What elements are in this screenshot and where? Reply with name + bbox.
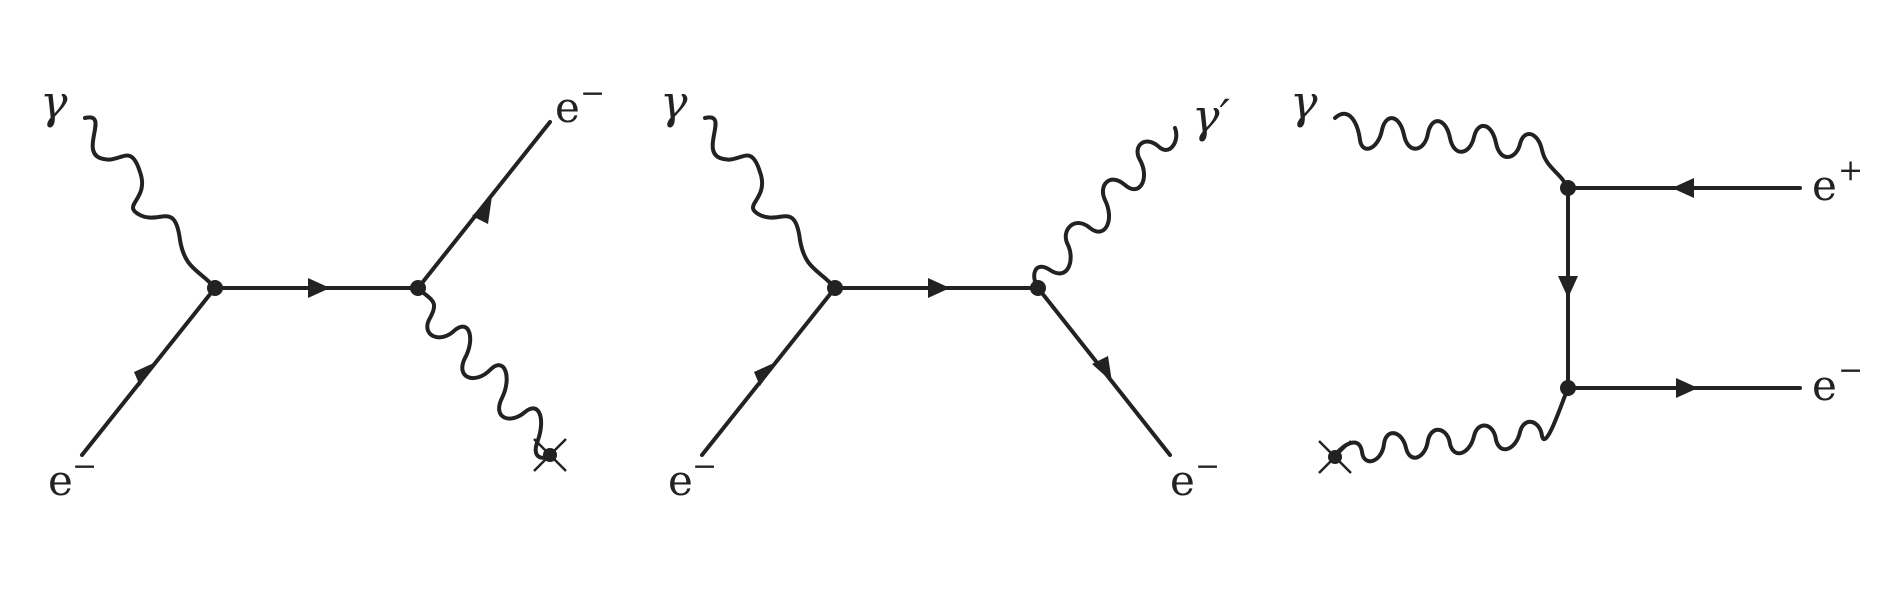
diagram-2-photon-out xyxy=(1032,126,1179,290)
diagram-2-vertex-1 xyxy=(827,280,843,296)
diagram-1-electron-in-arrow xyxy=(134,362,156,386)
diagram-2-electron-out-sup: − xyxy=(1195,449,1220,484)
diagram-2-electron-in-label: e xyxy=(668,456,693,505)
diagram-2: γ γ′ e − e − xyxy=(660,75,1230,505)
diagram-2-electron-in-sup: − xyxy=(692,449,717,484)
diagram-3-photon-label: γ xyxy=(1290,75,1318,129)
diagram-1-vertex-2 xyxy=(410,280,426,296)
diagram-1-photon-nucleus xyxy=(416,286,552,460)
diagram-3-electron-arrow xyxy=(1676,378,1698,398)
diagram-3-positron-label: e xyxy=(1812,161,1837,210)
diagram-2-photon-out-label: γ′ xyxy=(1192,89,1230,143)
diagram-3-vertex-2 xyxy=(1560,380,1576,396)
diagram-2-photon-in-label: γ xyxy=(660,75,688,129)
diagram-1-electron-out-sup: − xyxy=(580,76,605,111)
diagram-1-photon-in xyxy=(83,115,217,290)
diagram-3-vertex-1 xyxy=(1560,180,1576,196)
diagram-1-electron-out-label: e xyxy=(555,83,580,132)
diagram-3: γ e + e − xyxy=(1290,75,1863,474)
diagram-1-nucleus-cross-b xyxy=(533,438,567,472)
diagram-1-electron-in-sup: − xyxy=(72,449,97,484)
diagram-3-internal-arrow xyxy=(1558,276,1578,298)
diagram-3-positron-arrow xyxy=(1672,178,1694,198)
diagram-1-electron-out-arrow xyxy=(472,196,492,224)
diagram-2-electron-in-arrow xyxy=(754,362,776,386)
diagram-1-electron-in-label: e xyxy=(48,456,73,505)
diagram-2-vertex-2 xyxy=(1030,280,1046,296)
diagram-3-photon-in xyxy=(1333,111,1570,190)
diagram-1: γ e − e − xyxy=(40,75,605,505)
diagram-1-photon-label: γ xyxy=(40,75,68,129)
diagram-2-electron-out-arrow xyxy=(1092,356,1112,382)
diagram-1-propagator-arrow xyxy=(308,278,330,298)
diagram-3-positron-sup: + xyxy=(1838,153,1863,188)
diagram-2-electron-out-label: e xyxy=(1170,456,1195,505)
diagram-1-vertex-1 xyxy=(207,280,223,296)
diagram-3-photon-nucleus xyxy=(1333,386,1570,464)
diagram-3-electron-label: e xyxy=(1812,361,1837,410)
diagram-3-electron-sup: − xyxy=(1838,353,1863,388)
diagram-2-propagator-arrow xyxy=(928,278,950,298)
diagram-3-nucleus-cross-b xyxy=(1318,440,1352,474)
diagram-2-photon-in xyxy=(703,115,837,290)
